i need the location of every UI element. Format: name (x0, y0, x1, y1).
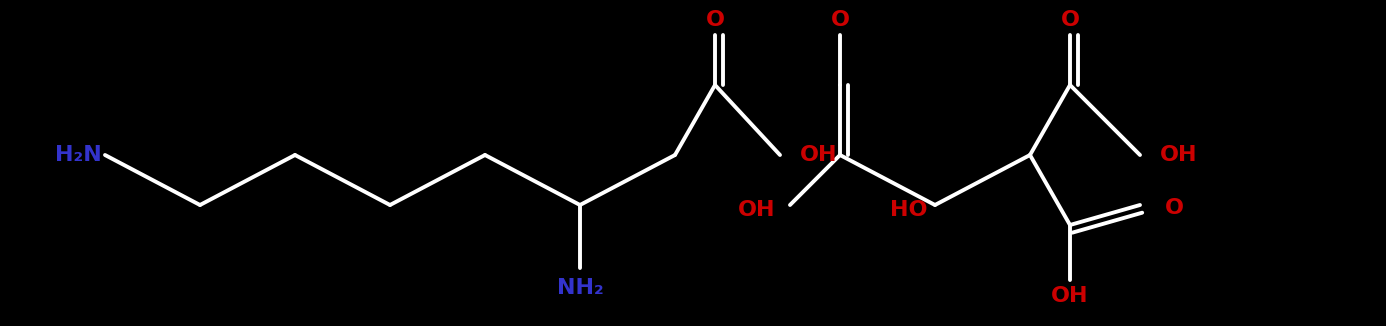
Text: HO: HO (890, 200, 929, 220)
Text: NH₂: NH₂ (557, 278, 603, 298)
Text: O: O (1060, 10, 1080, 30)
Text: OH: OH (737, 200, 775, 220)
Text: O: O (830, 10, 850, 30)
Text: O: O (705, 10, 725, 30)
Text: H₂N: H₂N (55, 145, 101, 165)
Text: OH: OH (800, 145, 837, 165)
Text: O: O (1166, 198, 1184, 218)
Text: OH: OH (1051, 286, 1089, 306)
Text: OH: OH (1160, 145, 1198, 165)
